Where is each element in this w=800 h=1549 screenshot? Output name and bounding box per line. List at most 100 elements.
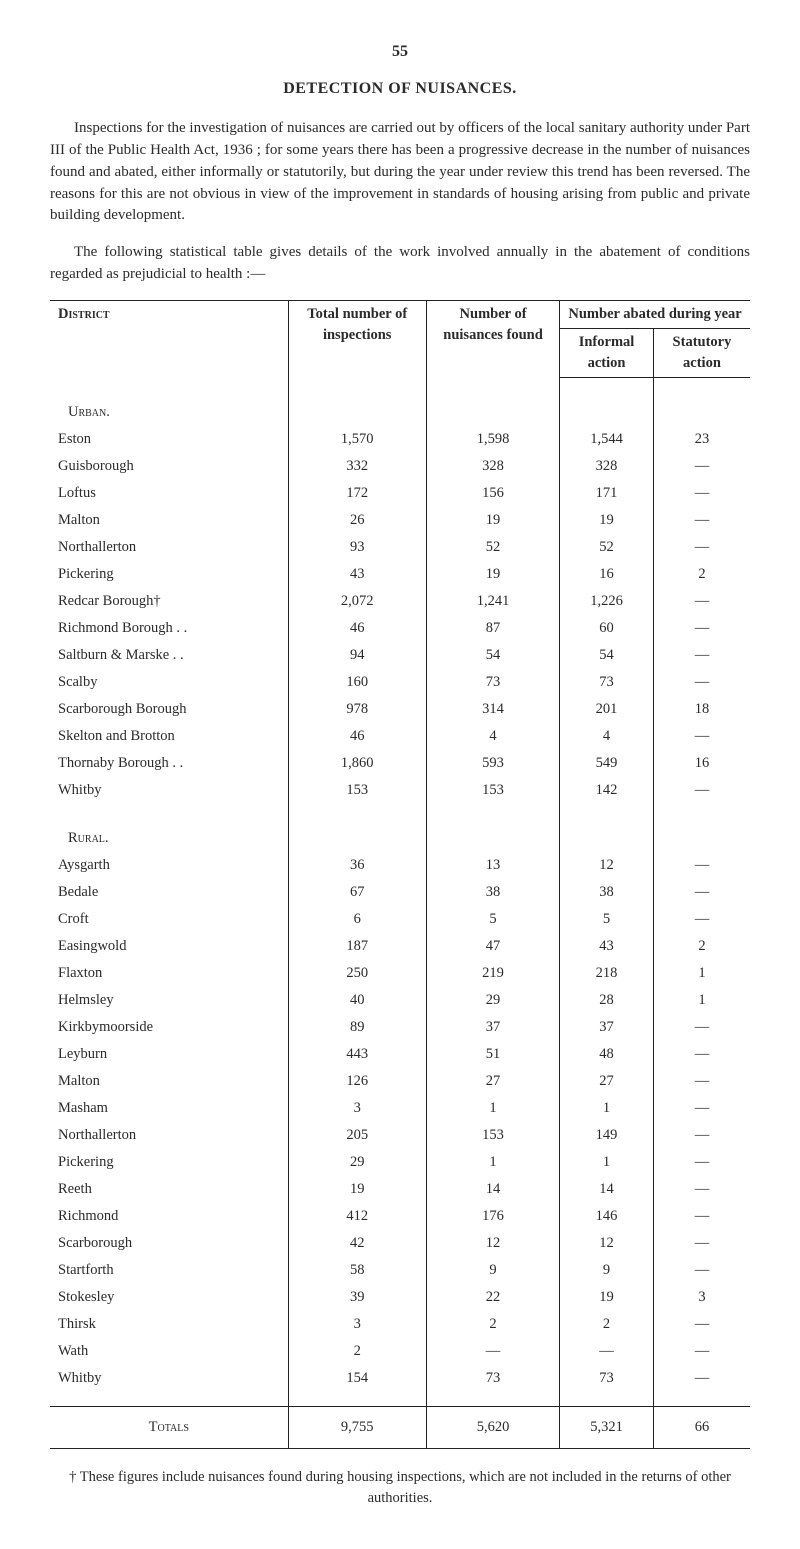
cell-statutory: — (653, 642, 750, 669)
cell-found: 19 (426, 507, 559, 534)
cell-total: 36 (288, 852, 426, 879)
table-row: Loftus172156171— (50, 480, 750, 507)
cell-total: 39 (288, 1284, 426, 1311)
cell-total: 160 (288, 669, 426, 696)
table-row: Stokesley3922193 (50, 1284, 750, 1311)
cell-informal: — (560, 1338, 654, 1365)
cell-informal: 48 (560, 1041, 654, 1068)
cell-total: 1,860 (288, 750, 426, 777)
cell-statutory: — (653, 534, 750, 561)
cell-informal: 4 (560, 723, 654, 750)
cell-informal: 9 (560, 1257, 654, 1284)
cell-statutory: — (653, 669, 750, 696)
page-title: DETECTION OF NUISANCES. (50, 77, 750, 100)
cell-informal: 5 (560, 906, 654, 933)
cell-total: 6 (288, 906, 426, 933)
cell-found: 5 (426, 906, 559, 933)
cell-statutory: — (653, 1230, 750, 1257)
table-row: Startforth5899— (50, 1257, 750, 1284)
cell-district: Richmond (50, 1203, 288, 1230)
col-header-district: District (50, 300, 288, 377)
cell-district: Wath (50, 1338, 288, 1365)
cell-district: Malton (50, 1068, 288, 1095)
cell-informal: 146 (560, 1203, 654, 1230)
cell-found: 19 (426, 561, 559, 588)
table-row: Scarborough421212— (50, 1230, 750, 1257)
cell-statutory: — (653, 777, 750, 804)
cell-district: Thirsk (50, 1311, 288, 1338)
cell-statutory: — (653, 1068, 750, 1095)
cell-total: 26 (288, 507, 426, 534)
cell-informal: 2 (560, 1311, 654, 1338)
cell-district: Saltburn & Marske . . (50, 642, 288, 669)
cell-total: 3 (288, 1311, 426, 1338)
cell-informal: 142 (560, 777, 654, 804)
cell-total: 205 (288, 1122, 426, 1149)
cell-informal: 14 (560, 1176, 654, 1203)
cell-statutory: — (653, 1041, 750, 1068)
cell-statutory: — (653, 1338, 750, 1365)
cell-informal: 12 (560, 1230, 654, 1257)
cell-statutory: — (653, 852, 750, 879)
cell-found: 47 (426, 933, 559, 960)
cell-statutory: — (653, 1176, 750, 1203)
table-row: Redcar Borough†2,0721,2411,226— (50, 588, 750, 615)
cell-statutory: 3 (653, 1284, 750, 1311)
table-row: Skelton and Brotton4644— (50, 723, 750, 750)
table-row: Malton261919— (50, 507, 750, 534)
cell-total: 332 (288, 453, 426, 480)
cell-total: 67 (288, 879, 426, 906)
cell-total: 412 (288, 1203, 426, 1230)
totals-row: Totals 9,755 5,620 5,321 66 (50, 1407, 750, 1449)
table-row: Richmond412176146— (50, 1203, 750, 1230)
table-row: Guisborough332328328— (50, 453, 750, 480)
cell-statutory: — (653, 879, 750, 906)
totals-total: 9,755 (288, 1407, 426, 1449)
cell-informal: 52 (560, 534, 654, 561)
cell-district: Malton (50, 507, 288, 534)
cell-total: 93 (288, 534, 426, 561)
table-row: Aysgarth361312— (50, 852, 750, 879)
cell-district: Helmsley (50, 987, 288, 1014)
cell-found: 51 (426, 1041, 559, 1068)
col-header-total: Total number of inspections (288, 300, 426, 377)
cell-statutory: — (653, 615, 750, 642)
table-row: Malton1262727— (50, 1068, 750, 1095)
cell-district: Aysgarth (50, 852, 288, 879)
cell-district: Pickering (50, 1149, 288, 1176)
table-row: Croft655— (50, 906, 750, 933)
cell-informal: 12 (560, 852, 654, 879)
cell-found: 12 (426, 1230, 559, 1257)
table-row: Northallerton205153149— (50, 1122, 750, 1149)
cell-total: 42 (288, 1230, 426, 1257)
table-row: Masham311— (50, 1095, 750, 1122)
cell-district: Easingwold (50, 933, 288, 960)
cell-statutory: — (653, 453, 750, 480)
cell-statutory: — (653, 1095, 750, 1122)
cell-informal: 149 (560, 1122, 654, 1149)
table-row: Whitby153153142— (50, 777, 750, 804)
table-row: Helmsley4029281 (50, 987, 750, 1014)
cell-informal: 1 (560, 1095, 654, 1122)
cell-found: 9 (426, 1257, 559, 1284)
cell-district: Flaxton (50, 960, 288, 987)
cell-informal: 19 (560, 507, 654, 534)
section-urban: Urban. (50, 392, 750, 426)
cell-total: 126 (288, 1068, 426, 1095)
cell-found: 87 (426, 615, 559, 642)
cell-statutory: — (653, 1365, 750, 1392)
cell-informal: 37 (560, 1014, 654, 1041)
cell-district: Bedale (50, 879, 288, 906)
cell-informal: 201 (560, 696, 654, 723)
cell-district: Whitby (50, 777, 288, 804)
cell-total: 29 (288, 1149, 426, 1176)
table-row: Whitby1547373— (50, 1365, 750, 1392)
cell-total: 19 (288, 1176, 426, 1203)
cell-district: Stokesley (50, 1284, 288, 1311)
cell-found: 2 (426, 1311, 559, 1338)
cell-district: Skelton and Brotton (50, 723, 288, 750)
totals-found: 5,620 (426, 1407, 559, 1449)
page-number: 55 (50, 40, 750, 63)
cell-statutory: — (653, 480, 750, 507)
cell-district: Northallerton (50, 534, 288, 561)
